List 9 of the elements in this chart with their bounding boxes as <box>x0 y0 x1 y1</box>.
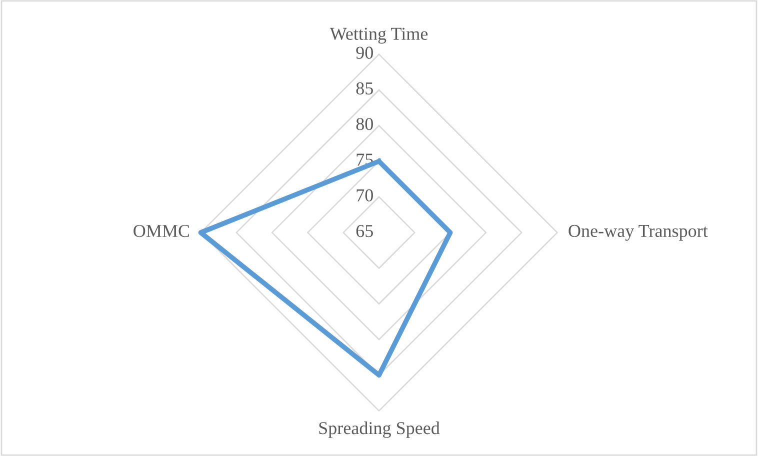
y-tick-label: 85 <box>356 82 373 94</box>
y-tick-label: 70 <box>356 189 373 202</box>
spoke-label: Wetting Time <box>330 28 428 44</box>
spoke-label: OMMC <box>134 224 190 238</box>
spoke-label: One-way Transport <box>568 224 708 241</box>
y-tick-label: 90 <box>356 46 373 59</box>
y-tick-label: 65 <box>356 224 373 238</box>
spoke-label: Spreading Speed <box>319 422 440 438</box>
y-tick-label: 80 <box>356 118 373 130</box>
